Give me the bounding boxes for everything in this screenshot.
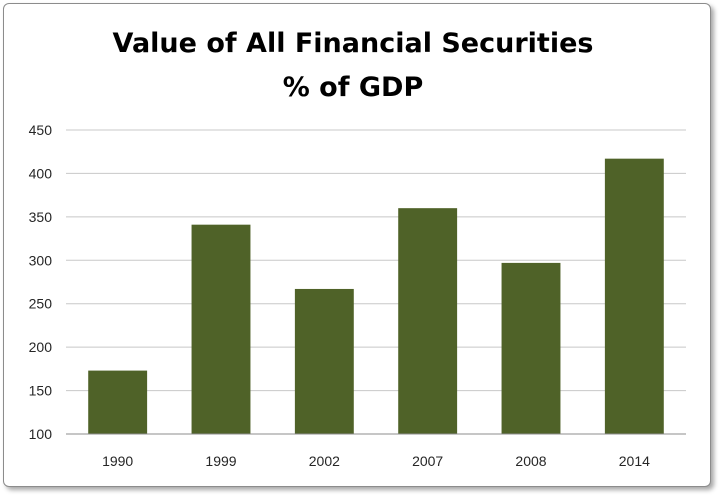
bar-2007 — [398, 208, 458, 434]
chart-title-line-1: Value of All Financial Securities — [113, 28, 594, 59]
x-tick-label: 1999 — [205, 453, 236, 469]
bar-1990 — [88, 370, 148, 434]
y-tick-label: 200 — [29, 339, 53, 355]
y-tick-label: 150 — [29, 383, 53, 399]
y-tick-label: 450 — [29, 122, 53, 138]
chart-title-line-2: % of GDP — [283, 72, 424, 103]
x-tick-label: 2008 — [515, 453, 546, 469]
x-tick-label: 2014 — [619, 453, 650, 469]
y-tick-label: 100 — [29, 426, 53, 442]
bar-1999 — [191, 224, 251, 434]
x-tick-label: 1990 — [102, 453, 133, 469]
y-tick-label: 350 — [29, 209, 53, 225]
bar-2014 — [604, 158, 664, 435]
y-tick-label: 250 — [29, 296, 53, 312]
x-tick-label: 2002 — [309, 453, 340, 469]
gridlines — [66, 129, 686, 392]
y-tick-label: 400 — [29, 165, 53, 181]
y-tick-label: 300 — [29, 252, 53, 268]
bar-2008 — [501, 262, 561, 434]
bar-2002 — [294, 288, 354, 434]
x-tick-labels: 1990 1999 2002 2007 2008 2014 — [102, 453, 650, 469]
y-tick-labels: 100 150 200 250 300 350 400 450 — [29, 122, 53, 442]
bars — [88, 158, 664, 435]
x-tick-label: 2007 — [412, 453, 443, 469]
